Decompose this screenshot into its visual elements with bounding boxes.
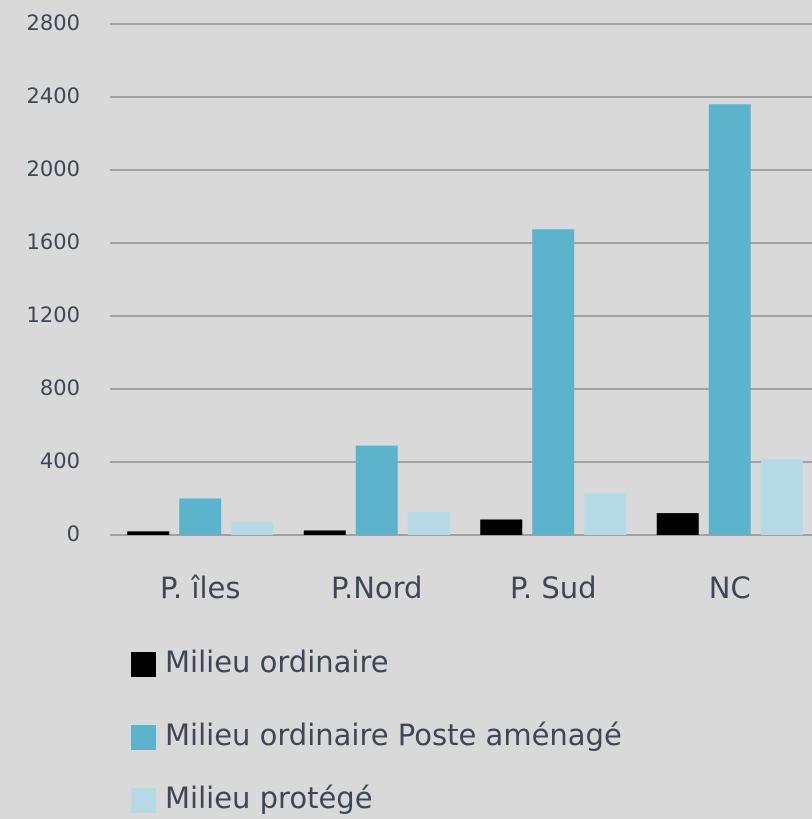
x-tick-label: P. Sud — [510, 571, 597, 605]
bar — [407, 512, 450, 535]
bar — [127, 531, 170, 535]
bar — [231, 522, 274, 535]
y-tick-label: 1200 — [27, 303, 80, 327]
bar — [708, 104, 751, 536]
y-tick-label: 0 — [67, 522, 80, 546]
bar — [760, 459, 803, 535]
y-tick-label: 2400 — [27, 84, 80, 108]
y-tick-label: 2000 — [27, 157, 80, 181]
legend-label: Milieu ordinaire Poste aménagé — [165, 718, 622, 752]
bar — [584, 493, 627, 535]
legend-swatch — [131, 652, 156, 677]
y-tick-label: 1600 — [27, 230, 80, 254]
x-tick-label: NC — [709, 571, 751, 605]
bar — [355, 445, 398, 535]
bar — [480, 519, 523, 535]
bar — [532, 229, 575, 535]
legend-swatch — [131, 788, 156, 813]
bar — [179, 498, 222, 535]
x-tick-label: P.Nord — [331, 571, 422, 605]
y-tick-label: 800 — [40, 376, 80, 400]
legend-label: Milieu ordinaire — [165, 645, 389, 679]
x-tick-label: P. îles — [160, 571, 240, 605]
y-tick-label: 2800 — [27, 11, 80, 35]
bar — [303, 530, 346, 535]
y-tick-label: 400 — [40, 449, 80, 473]
legend-swatch — [131, 725, 156, 750]
bar — [656, 513, 699, 535]
legend-label: Milieu protégé — [165, 781, 373, 815]
